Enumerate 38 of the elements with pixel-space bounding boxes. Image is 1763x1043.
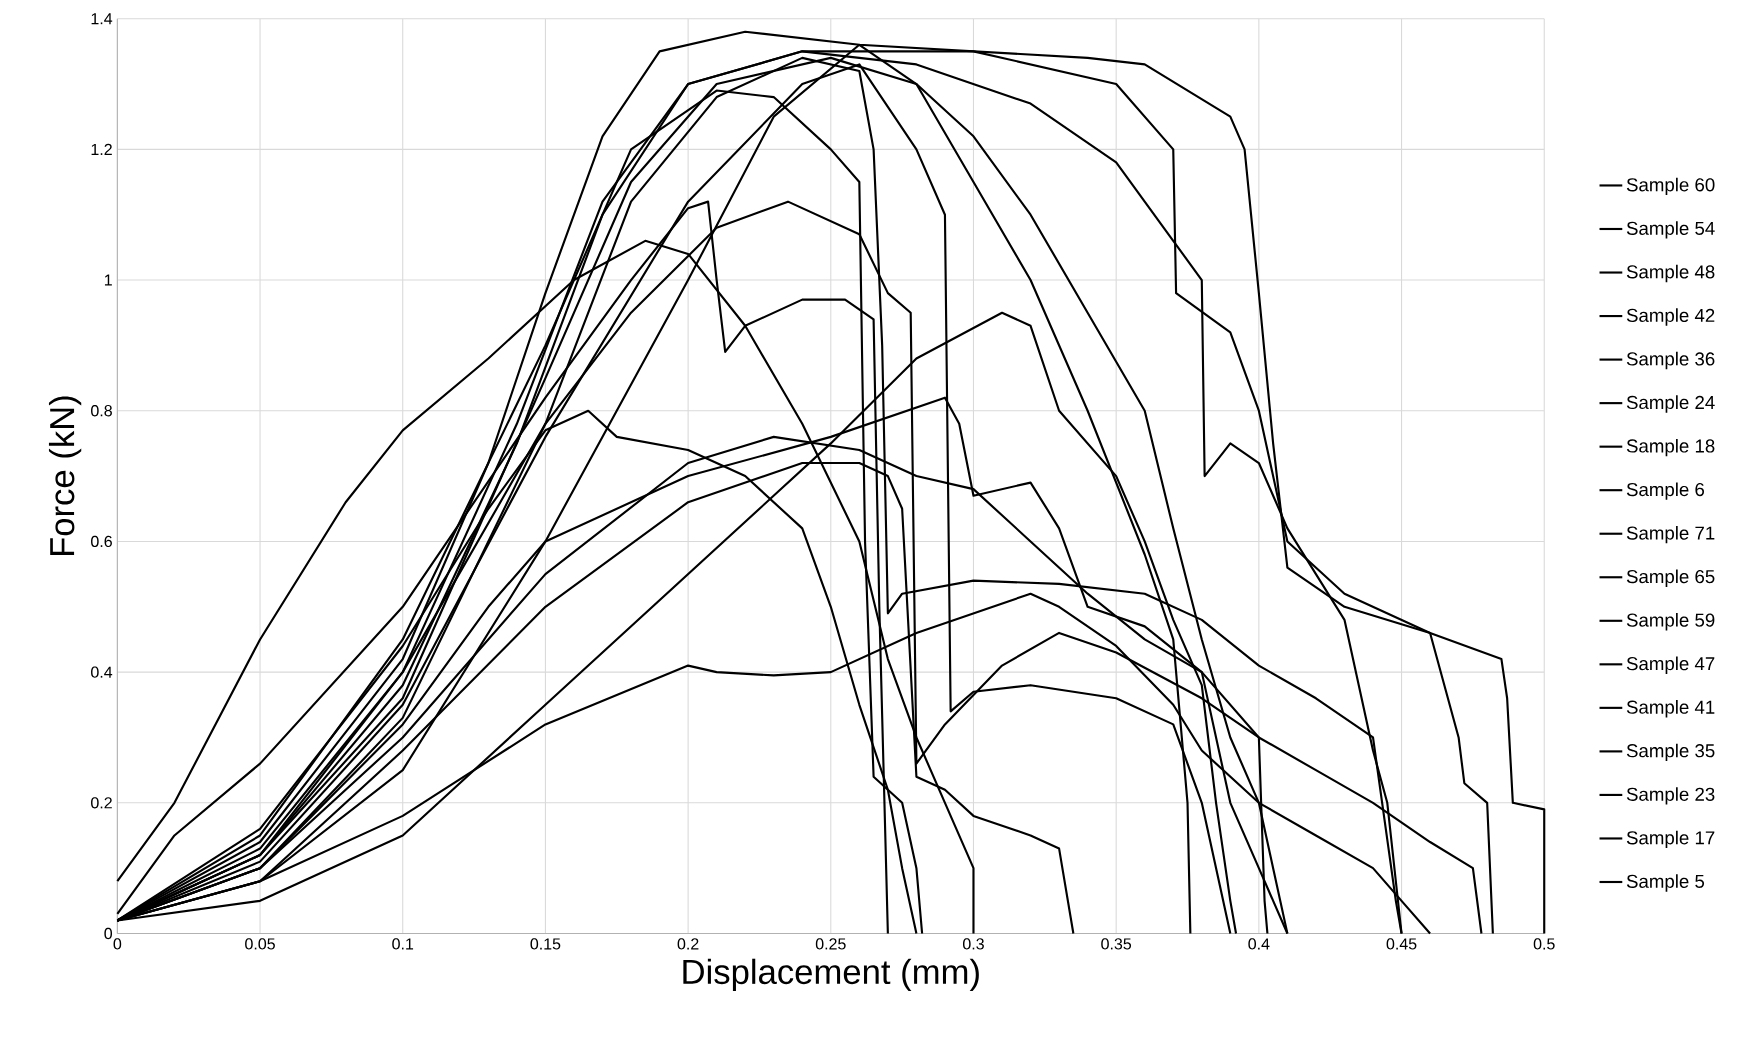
- legend-label: Sample 41: [1626, 700, 1715, 718]
- x-tick-label: 0.5: [1533, 938, 1555, 950]
- x-tick-label: 0.3: [962, 938, 984, 950]
- legend-label: Sample 54: [1626, 221, 1715, 239]
- y-tick-label: 0.8: [91, 405, 112, 417]
- x-tick-label: 0.35: [1101, 938, 1132, 950]
- x-axis-title: Displacement (mm): [683, 958, 979, 992]
- x-tick-label: 0.4: [1248, 938, 1270, 950]
- y-tick-label: 1.4: [91, 13, 113, 25]
- legend-label: Sample 17: [1626, 830, 1715, 849]
- legend-label: Sample 60: [1626, 177, 1715, 196]
- x-tick-label: 0.25: [815, 938, 846, 950]
- y-tick-label: 0: [104, 927, 113, 940]
- legend-label: Sample 24: [1626, 395, 1715, 413]
- legend-label: Sample 47: [1626, 656, 1715, 675]
- legend-label: Sample 42: [1626, 308, 1715, 326]
- legend-label: Sample 48: [1626, 264, 1715, 283]
- legend-label: Sample 6: [1626, 482, 1705, 500]
- legend-label: Sample 65: [1626, 569, 1715, 587]
- legend-label: Sample 71: [1626, 526, 1715, 544]
- y-tick-label: 0.4: [91, 666, 113, 678]
- legend-label: Sample 23: [1626, 787, 1715, 805]
- y-tick-label: 1: [104, 274, 112, 286]
- legend-label: Sample 36: [1626, 351, 1715, 370]
- y-axis-title: Force (kN): [48, 396, 82, 556]
- legend-label: Sample 18: [1626, 438, 1715, 457]
- y-tick-label: 0.6: [91, 535, 112, 548]
- x-tick-label: 0.15: [530, 938, 561, 950]
- y-tick-label: 0.2: [91, 797, 112, 809]
- legend-label: Sample 35: [1626, 743, 1715, 762]
- legend-label: Sample 59: [1626, 613, 1715, 631]
- x-tick-label: 0.2: [677, 938, 699, 950]
- x-tick-label: 0.1: [392, 938, 414, 950]
- x-tick-label: 0.45: [1386, 938, 1417, 950]
- x-tick-label: 0.05: [245, 938, 275, 950]
- x-tick-label: 0: [113, 938, 122, 950]
- y-tick-label: 1.2: [91, 143, 112, 155]
- legend-label: Sample 5: [1626, 874, 1705, 892]
